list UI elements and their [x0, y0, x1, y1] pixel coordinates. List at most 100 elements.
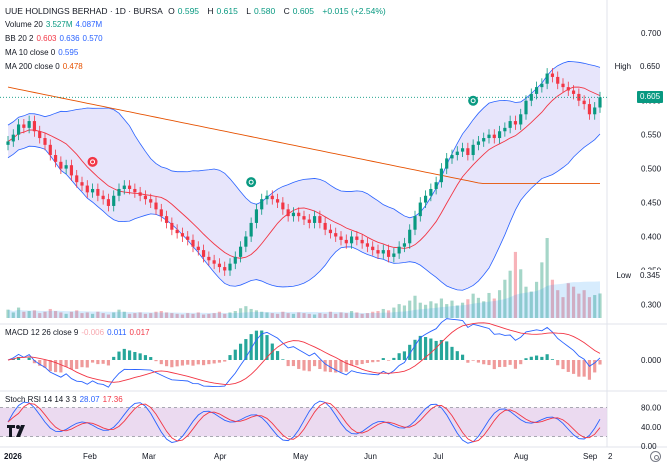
legend-bb[interactable]: BB 20 2 0.603 0.636 0.570: [5, 34, 103, 43]
candle-body: [196, 246, 200, 251]
candle-body: [302, 216, 306, 220]
volume-bar: [265, 312, 269, 318]
macd-histogram-bar: [233, 349, 237, 360]
candle-body: [80, 182, 84, 186]
volume-bar: [244, 306, 248, 318]
macd-histogram-bar: [587, 360, 592, 380]
legend-macd[interactable]: MACD 12 26 close 9 -0.006 0.011 0.017: [5, 328, 150, 337]
candle-body: [159, 209, 163, 217]
volume-bar: [508, 270, 512, 318]
macd-histogram-bar: [228, 355, 232, 360]
macd-histogram-bar: [281, 359, 285, 360]
volume-bar: [471, 293, 475, 318]
macd-histogram-bar: [244, 339, 248, 360]
candle-body: [122, 185, 126, 189]
macd-histogram-bar: [312, 360, 317, 367]
macd-histogram-bar: [524, 358, 528, 360]
macd-histogram-bar: [80, 360, 84, 368]
candle-body: [328, 229, 333, 234]
dividend-marker-icon[interactable]: [468, 95, 479, 106]
legend-volume[interactable]: Volume 20 3.527M 4.087M: [5, 20, 103, 29]
macd-histogram-bar: [186, 360, 190, 365]
macd-signal-line: [7, 322, 601, 385]
stoch-tick-label: 0.00: [641, 442, 657, 451]
settings-gear-icon[interactable]: [650, 451, 661, 462]
volume-bar: [80, 313, 84, 318]
volume-bar: [318, 313, 322, 318]
stoch-d-line: [7, 402, 601, 443]
candle-body: [386, 250, 391, 257]
volume-bar: [38, 313, 42, 318]
volume-bar: [175, 313, 179, 318]
macd-histogram-bar: [487, 360, 491, 366]
volume-bar: [355, 312, 359, 318]
macd-tick-label: 0.000: [641, 356, 662, 365]
macd-histogram-bar: [191, 360, 195, 366]
price-tick-label: 0.500: [641, 165, 662, 174]
macd-histogram-bar: [339, 360, 343, 373]
candle-body: [397, 246, 401, 254]
dividend-marker-icon[interactable]: [246, 177, 257, 188]
macd-histogram-bar: [159, 360, 163, 365]
macd-histogram-bar: [577, 360, 581, 377]
volume-bar: [397, 304, 401, 318]
volume-bar: [59, 312, 63, 318]
macd-histogram-bar: [545, 354, 549, 360]
candle-body: [133, 188, 137, 193]
candle-body: [307, 219, 311, 223]
macd-histogram-bar: [334, 360, 338, 373]
symbol-title: UUE HOLDINGS BERHAD · 1D · BURSA: [5, 6, 163, 16]
candle-body: [59, 161, 63, 169]
macd-histogram-bar: [254, 330, 259, 360]
macd-line: [7, 318, 601, 388]
volume-bar: [339, 312, 343, 318]
candle-body: [291, 212, 296, 217]
candle-body: [143, 195, 148, 200]
macd-histogram-bar: [497, 360, 502, 368]
volume-bar: [334, 313, 338, 318]
candle-body: [392, 253, 396, 257]
macd-histogram-bar: [101, 360, 105, 364]
tradingview-logo-icon[interactable]: [6, 423, 28, 439]
macd-histogram-bar: [53, 360, 58, 373]
price-tick-label: 0.550: [641, 131, 662, 140]
volume-bar: [561, 297, 565, 318]
dividend-marker-icon[interactable]: [87, 156, 98, 167]
macd-histogram-bar: [307, 360, 311, 372]
volume-bar: [429, 301, 433, 318]
candle-body: [254, 209, 259, 223]
macd-histogram-bar: [260, 330, 264, 360]
candle-body: [27, 121, 31, 128]
bollinger-lower-line: [7, 133, 601, 291]
macd-histogram-bar: [164, 360, 169, 367]
candle-body: [112, 195, 116, 206]
candle-body: [524, 100, 528, 115]
legend-ma200[interactable]: MA 200 close 0 0.478: [5, 62, 83, 71]
macd-histogram-bar: [439, 339, 444, 360]
candle-body: [561, 83, 565, 88]
candle-body: [286, 209, 290, 217]
macd-histogram-bar: [571, 360, 576, 374]
volume-bar: [149, 313, 153, 318]
macd-histogram-bar: [90, 360, 95, 363]
volume-bar: [27, 311, 31, 318]
macd-histogram-bar: [503, 360, 507, 367]
ma10-line: [7, 86, 601, 259]
macd-histogram-bar: [408, 344, 412, 360]
volume-bar: [217, 311, 222, 318]
macd-histogram-bar: [519, 360, 523, 365]
price-tick-label: 0.450: [641, 199, 662, 208]
legend-stoch-rsi[interactable]: Stoch RSI 14 14 3 3 28.07 17.36: [5, 395, 123, 404]
candle-body: [349, 236, 354, 244]
legend-ma10[interactable]: MA 10 close 0 0.595: [5, 48, 79, 57]
macd-histogram-bar: [249, 334, 253, 360]
candle-body: [297, 212, 301, 217]
macd-histogram-bar: [376, 360, 380, 362]
time-axis-label: Aug: [514, 452, 528, 461]
volume-bar: [482, 301, 486, 318]
candle-body: [22, 124, 26, 128]
volume-bar: [571, 286, 576, 318]
candle-body: [323, 222, 327, 230]
volume-bar: [275, 313, 280, 318]
